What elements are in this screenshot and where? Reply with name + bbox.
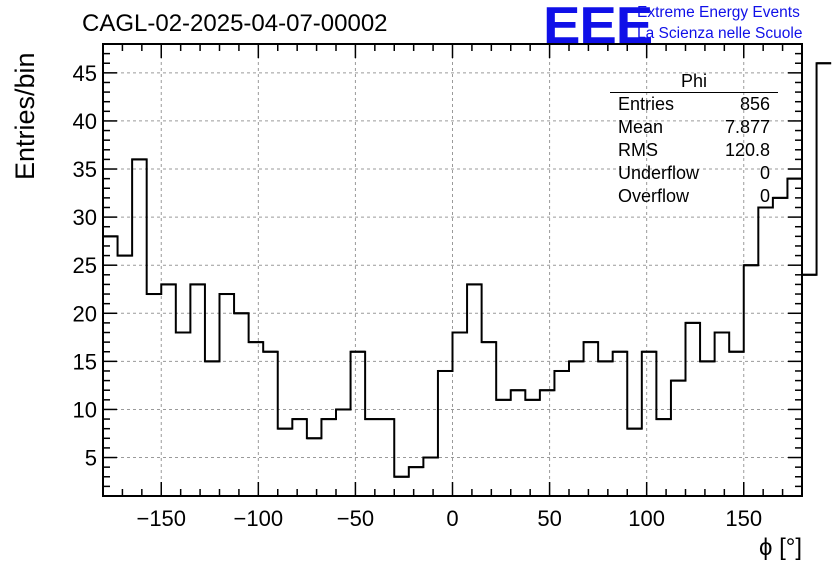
stats-value: 7.877: [724, 117, 770, 137]
x-axis-label: ϕ [°]: [758, 534, 802, 561]
stats-row-rms: RMS 120.8: [610, 139, 778, 162]
y-tick-label: 15: [73, 349, 97, 374]
stats-value: 120.8: [724, 140, 770, 160]
stats-row-entries: Entries 856: [610, 93, 778, 116]
stats-row-mean: Mean 7.877: [610, 116, 778, 139]
x-tick-label: 150: [725, 506, 762, 531]
stats-title: Phi: [610, 70, 778, 93]
y-tick-label: 45: [73, 61, 97, 86]
stats-label: Overflow: [618, 186, 690, 206]
stats-value: 0: [759, 163, 770, 183]
x-tick-label: 100: [628, 506, 665, 531]
stats-label: RMS: [618, 140, 658, 160]
stats-value: 0: [759, 186, 770, 206]
x-tick-label: −100: [234, 506, 284, 531]
x-tick-label: −50: [337, 506, 374, 531]
y-tick-label: 20: [73, 301, 97, 326]
stats-row-overflow: Overflow 0: [610, 185, 778, 208]
y-axis-label: Entries/bin: [10, 52, 40, 180]
logo-line-1: Extreme Energy Events: [637, 4, 800, 21]
stats-value: 856: [739, 94, 770, 114]
x-tick-label: −150: [136, 506, 186, 531]
stats-row-underflow: Underflow 0: [610, 162, 778, 185]
y-tick-label: 5: [85, 446, 97, 471]
y-tick-label: 30: [73, 205, 97, 230]
stats-label: Underflow: [618, 163, 700, 183]
stats-box: Phi Entries 856 Mean 7.877 RMS 120.8 Und…: [610, 70, 778, 208]
y-tick-label: 10: [73, 397, 97, 422]
stats-label: Entries: [618, 94, 675, 114]
logo-line-2: La Scienza nelle Scuole: [637, 25, 803, 42]
x-tick-label: 50: [537, 506, 561, 531]
y-tick-label: 35: [73, 157, 97, 182]
stats-label: Mean: [618, 117, 664, 137]
x-tick-label: 0: [446, 506, 458, 531]
y-tick-label: 25: [73, 253, 97, 278]
chart-title: CAGL-02-2025-04-07-00002: [82, 10, 388, 37]
eee-logo: EEE: [543, 0, 653, 55]
y-tick-label: 40: [73, 109, 97, 134]
